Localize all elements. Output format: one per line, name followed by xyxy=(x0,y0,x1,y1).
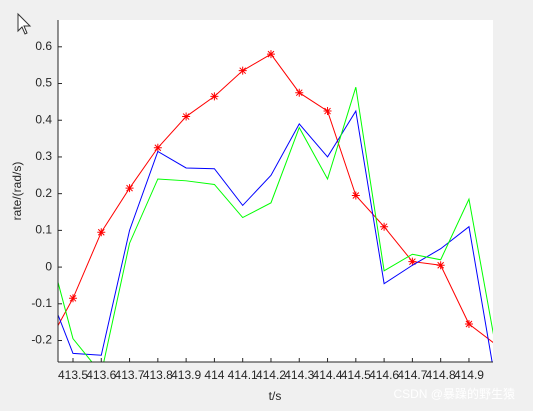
watermark: CSDN @暴躁的野生猿 xyxy=(393,386,515,401)
y-tick-label: 0 xyxy=(45,259,52,273)
x-tick-label: 414.3 xyxy=(284,368,314,382)
y-tick-label: -0.1 xyxy=(31,296,52,310)
cursor-icon xyxy=(17,12,32,35)
y-tick-label: 0.3 xyxy=(35,149,52,163)
data-marker xyxy=(408,257,417,266)
x-tick-label: 414.8 xyxy=(426,368,456,382)
x-tick-label: 413.9 xyxy=(171,368,201,382)
y-tick-label: 0.1 xyxy=(35,223,52,237)
data-marker xyxy=(182,112,191,121)
data-marker xyxy=(97,228,106,237)
data-marker xyxy=(351,191,360,200)
data-marker xyxy=(436,261,445,270)
data-marker xyxy=(153,143,162,152)
x-tick-label: 414.6 xyxy=(369,368,399,382)
data-marker xyxy=(493,342,501,350)
data-marker xyxy=(210,92,219,101)
y-axis-label: rate/(rad/s) xyxy=(10,162,24,221)
x-tick-label: 414 xyxy=(204,368,224,382)
x-tick-label: 413.5 xyxy=(58,368,88,382)
data-line xyxy=(58,109,493,362)
data-marker xyxy=(380,222,389,231)
data-marker xyxy=(68,294,77,303)
x-tick-label: 413.6 xyxy=(86,368,116,382)
x-tick-label: 414.9 xyxy=(454,368,484,382)
data-marker xyxy=(125,184,134,193)
data-marker xyxy=(41,346,49,354)
plot-area xyxy=(41,50,501,362)
data-marker xyxy=(295,88,304,97)
data-marker xyxy=(238,66,247,75)
data-marker xyxy=(323,107,332,116)
x-tick-label: 414.7 xyxy=(397,368,427,382)
x-tick-label: 414.1 xyxy=(228,368,258,382)
x-tick-label: 414.4 xyxy=(313,368,343,382)
y-tick-label: 0.6 xyxy=(35,39,52,53)
y-tick-label: -0.2 xyxy=(31,333,52,347)
data-marker xyxy=(464,320,473,328)
y-tick-label: 0.2 xyxy=(35,186,52,200)
x-tick-label: 414.5 xyxy=(341,368,371,382)
x-tick-label: 413.7 xyxy=(115,368,145,382)
x-tick-label: 413.8 xyxy=(143,368,173,382)
y-tick-label: 0.5 xyxy=(35,76,52,90)
y-tick-label: 0.4 xyxy=(35,112,52,126)
x-tick-label: 414.2 xyxy=(256,368,286,382)
data-marker xyxy=(266,50,275,59)
data-line xyxy=(58,87,493,362)
x-axis-label: t/s xyxy=(269,389,282,403)
